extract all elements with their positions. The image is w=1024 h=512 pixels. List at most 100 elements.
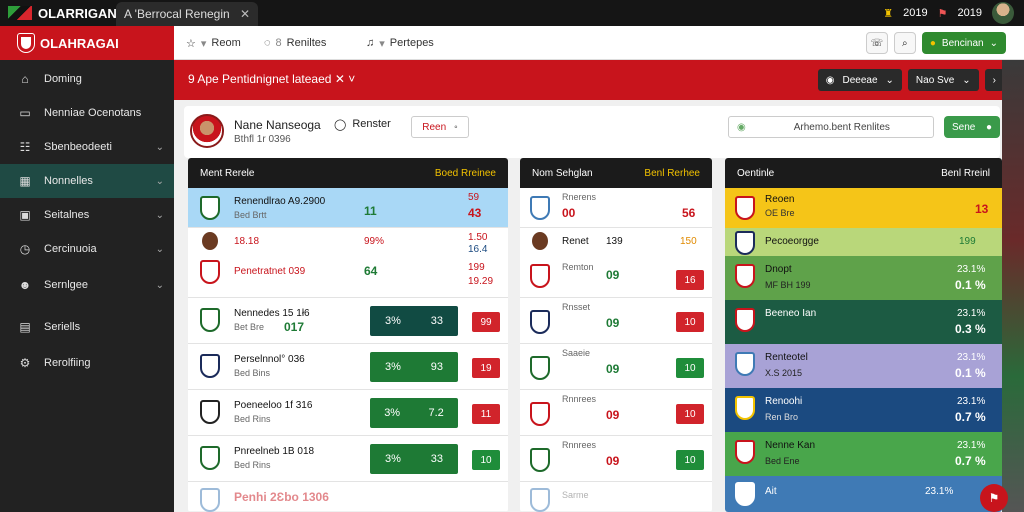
profile-button[interactable]: Reen ◦: [411, 116, 469, 138]
team-name: Perselnnol° 036: [234, 354, 305, 365]
team-name: Saaeie: [562, 348, 591, 358]
sidebar-item-label: Seriells: [44, 321, 81, 333]
sidebar-item-stats[interactable]: ▦ Nonnelles ⌄: [0, 164, 174, 198]
odds-box[interactable]: 3% 33: [370, 444, 458, 474]
team-badge: [200, 354, 220, 378]
nav-messages[interactable]: ◌ 8 Reniltes: [264, 37, 327, 49]
team-name: Sarme: [562, 490, 589, 500]
list-item[interactable]: Renoohi Ren Bro 23.1% 0.7 %: [725, 388, 1002, 432]
team-name: Ait: [765, 486, 777, 497]
report-flag-button[interactable]: ⚑: [980, 484, 1008, 512]
chevron-down-icon[interactable]: ✕ ˅: [334, 72, 356, 86]
close-icon[interactable]: ✕: [239, 7, 250, 21]
search-icon[interactable]: ⌕: [893, 32, 916, 54]
profile-button-label: Reen: [422, 121, 447, 133]
phone-icon[interactable]: ☏: [865, 32, 888, 54]
sidebar-item-list[interactable]: ☷ Sbenbeodeeti ⌄: [0, 130, 174, 164]
panel-title: Nom Sehglan: [532, 167, 593, 179]
sidebar-item-label: Seitalnes: [44, 209, 90, 221]
table-row[interactable]: Penhi 2Ɛbo 1306: [188, 484, 508, 512]
table-row[interactable]: Saaeie 09 10: [520, 346, 712, 390]
odds-a: 1.50: [468, 232, 488, 243]
table-row[interactable]: Nennedes 15 1ł6 Bet Bre 017 3% 33 99: [188, 300, 508, 344]
result-box[interactable]: 10: [676, 312, 704, 332]
search-input[interactable]: ◉ Arhemo.bent Renlites: [728, 116, 934, 138]
toggle-icon: ●: [985, 121, 992, 133]
sidebar-item-accounts[interactable]: ▭ Nenniae Ocenotans: [0, 96, 174, 130]
player-avatar[interactable]: [190, 114, 224, 148]
table-row[interactable]: Pnreelneb 1B 018 Bed Rins 3% 33 10: [188, 438, 508, 482]
table-row[interactable]: Poeneeloo 1f 316 Bed Rins 3% 7.2 11: [188, 392, 508, 436]
nav-home[interactable]: ☆ ▾ Reom: [186, 37, 241, 50]
odds-box[interactable]: 3% 93: [370, 352, 458, 382]
stat-secondary: 0.1 %: [955, 278, 986, 292]
nav-home-label: Reom: [211, 37, 241, 49]
team-name: Remton: [562, 262, 594, 272]
filter-button[interactable]: ◉ Deeeae ⌄: [817, 69, 902, 91]
sidebar-item-schedule[interactable]: ◷ Cercinuoia ⌄: [0, 232, 174, 266]
odds-box[interactable]: 3% 7.2: [370, 398, 458, 428]
table-row[interactable]: Renendlrao A9.2900 Bed Brtt 11 59 43: [188, 188, 508, 228]
score-value: 09: [606, 268, 620, 282]
result-box[interactable]: 10: [472, 450, 500, 470]
list-item[interactable]: Dnopt MF BH 199 23.1% 0.1 %: [725, 256, 1002, 300]
stat-value: 199: [959, 236, 976, 247]
result-box[interactable]: 10: [676, 404, 704, 424]
avatar[interactable]: [992, 2, 1014, 24]
list-item[interactable]: Ait 23.1%: [725, 476, 1002, 512]
result-box[interactable]: 16: [676, 270, 704, 290]
sidebar-item-home[interactable]: ⌂ Doming: [0, 62, 174, 96]
table-row[interactable]: Perselnnol° 036 Bed Bins 3% 93 19: [188, 346, 508, 390]
sort-button[interactable]: Nao Sve ⌄: [907, 69, 979, 91]
trophy-icon[interactable]: ♜: [883, 7, 894, 20]
cta-button[interactable]: ● Bencinan ⌄: [921, 32, 1006, 54]
team-badge: [200, 446, 220, 470]
browser-tab[interactable]: A 'Berrocal Renegin ✕: [116, 2, 258, 26]
score-value: 09: [606, 408, 620, 422]
result-box[interactable]: 10: [676, 450, 704, 470]
go-button[interactable]: Sene ●: [944, 116, 1000, 138]
list-item[interactable]: Reoen OE Bre 13: [725, 188, 1002, 228]
list-item[interactable]: Nenne Kan Bed Ene 23.1% 0.7 %: [725, 432, 1002, 476]
player-sub: Bthfl 1r 0396: [234, 134, 291, 145]
table-row[interactable]: 18.18 99% 1.50 16.4 Penetratnet 039 64 1…: [188, 228, 508, 298]
table-row[interactable]: Rnerens 00 56: [520, 188, 712, 228]
sidebar-item-users[interactable]: ☻ Sernlgee ⌄: [0, 268, 174, 302]
sidebar-item-series[interactable]: ▤ Seriells: [0, 310, 174, 344]
chevron-down-icon: ⌄: [155, 279, 164, 291]
team-name: Renendlrao A9.2900: [234, 196, 326, 207]
cta-label: Bencinan: [941, 37, 984, 49]
sidebar-item-preferences[interactable]: ⚙ Rerolfiing: [0, 346, 174, 380]
team-badge: [735, 231, 755, 255]
stat-value: 23.1%: [957, 308, 986, 319]
team-sub: MF BH 199: [765, 280, 811, 290]
next-button[interactable]: ›: [984, 69, 1004, 91]
section-title: 9 Ape Pentidnignet lateaed ✕ ˅: [188, 72, 355, 86]
section-title-text: 9 Ape Pentidnignet lateaed: [188, 72, 332, 86]
team-badge: [735, 352, 755, 376]
sidebar-item-label: Sbenbeodeeti: [44, 141, 112, 153]
flag-small-icon[interactable]: ⚑: [937, 7, 948, 20]
table-row[interactable]: Rnsset 09 10: [520, 300, 712, 344]
result-box[interactable]: 11: [472, 404, 500, 424]
table-row[interactable]: Rnnrees 09 10: [520, 392, 712, 436]
list-item[interactable]: Pecoeorgge 199: [725, 228, 1002, 256]
sidebar-logo[interactable]: OLAHRAGAI: [0, 26, 174, 60]
table-row[interactable]: Rnnrees 09 10: [520, 438, 712, 482]
table-row[interactable]: Renet 139 150 Remton 09 16: [520, 228, 712, 298]
topbar-value-b: 2019: [957, 7, 982, 19]
user-icon: ◉: [825, 74, 835, 86]
panel-columns: Benl Rreinl: [941, 167, 990, 179]
chevron-down-icon: ⌄: [155, 175, 164, 187]
odds-box[interactable]: 3% 33: [370, 306, 458, 336]
list-item[interactable]: Renteotel X.S 2015 23.1% 0.1 %: [725, 344, 1002, 388]
result-box[interactable]: 10: [676, 358, 704, 378]
nav-profile[interactable]: ♫ ▾ Pertepes: [366, 37, 434, 50]
list-item[interactable]: Beeneo Ian 23.1% 0.3 %: [725, 300, 1002, 344]
odds-b: 43: [468, 206, 482, 220]
table-row[interactable]: Sarme: [520, 484, 712, 512]
result-box[interactable]: 99: [472, 312, 500, 332]
sidebar-item-settings[interactable]: ▣ Seitalnes ⌄: [0, 198, 174, 232]
section-header: 9 Ape Pentidnignet lateaed ✕ ˅ ◉ Deeeae …: [174, 60, 1024, 100]
result-box[interactable]: 19: [472, 358, 500, 378]
